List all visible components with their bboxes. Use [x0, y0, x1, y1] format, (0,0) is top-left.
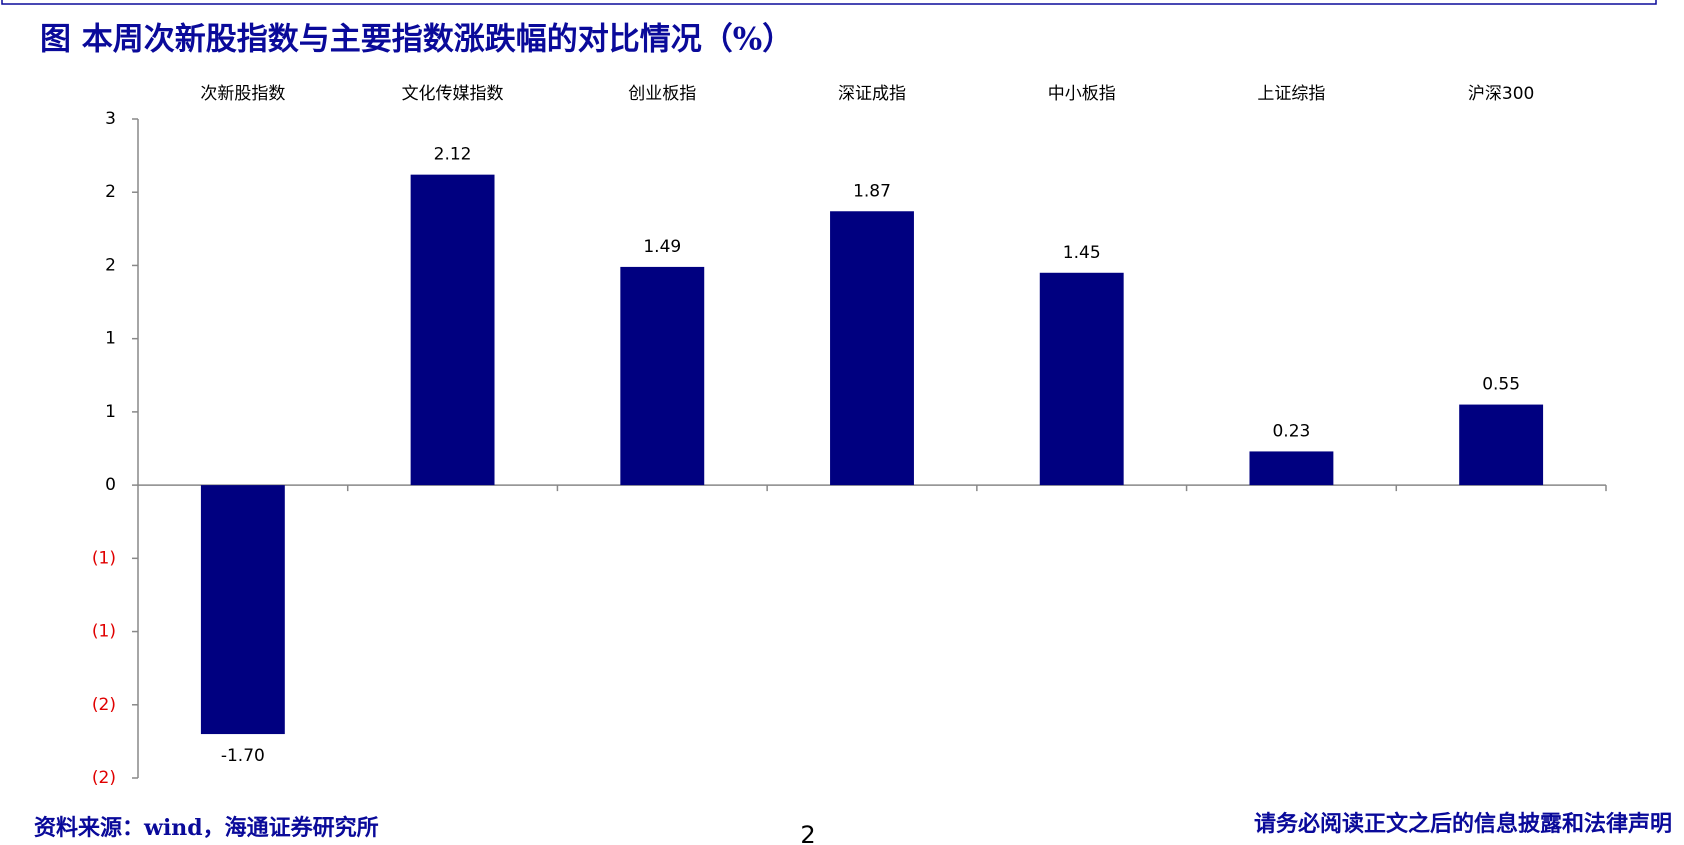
top-border — [1, 0, 1657, 5]
source: 资料来源：wind，海通证券研究所 — [34, 815, 379, 841]
bar — [200, 485, 285, 735]
category-label: 次新股指数 — [200, 84, 285, 104]
category-label: 深证成指 — [838, 84, 906, 104]
category-label: 文化传媒指数 — [402, 84, 504, 104]
y-tick-label: 0 — [105, 475, 116, 495]
category-label: 创业板指 — [628, 84, 696, 104]
bar — [830, 211, 914, 486]
category-label: 沪深300 — [1468, 84, 1534, 104]
value-label: 0.23 — [1272, 421, 1310, 441]
bar — [1459, 404, 1544, 486]
value-label: 1.49 — [643, 237, 681, 257]
y-tick-label: 3 — [105, 109, 116, 129]
y-tick-label: 1 — [105, 402, 116, 422]
value-label: 1.87 — [853, 181, 891, 201]
y-tick-label: 2 — [105, 255, 116, 275]
y-tick-label: 2 — [105, 182, 116, 202]
bar — [1039, 272, 1124, 486]
disclaimer: 请务必阅读正文之后的信息披露和法律声明 — [1254, 811, 1672, 837]
value-label: 0.55 — [1482, 375, 1520, 395]
page-number: 2 — [800, 821, 815, 845]
bar — [410, 174, 495, 486]
y-tick-label: 1 — [105, 329, 116, 349]
value-label: 2.12 — [434, 145, 472, 165]
bar — [1249, 451, 1334, 486]
category-label: 中小板指 — [1048, 84, 1116, 104]
category-label: 上证综指 — [1257, 84, 1325, 104]
bar — [620, 266, 705, 486]
y-tick-label: (1) — [92, 622, 116, 642]
value-label: -1.70 — [221, 746, 265, 766]
chart-title: 图 本周次新股指数与主要指数涨跌幅的对比情况（%） — [40, 22, 793, 58]
value-label: 1.45 — [1063, 243, 1101, 263]
y-tick-label: (1) — [92, 548, 116, 568]
y-tick-label: (2) — [92, 695, 116, 715]
y-tick-label: (2) — [92, 768, 116, 788]
